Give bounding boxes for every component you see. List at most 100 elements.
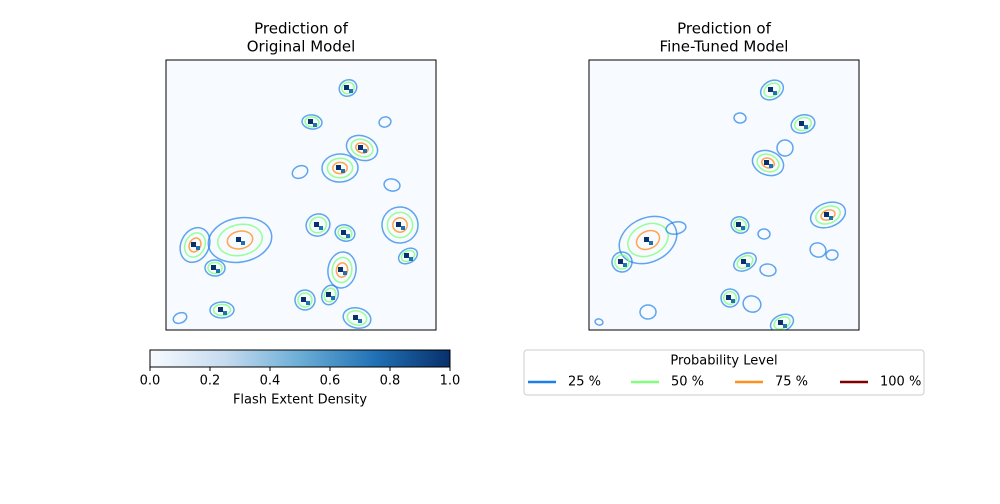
contour: [207, 261, 223, 275]
density-cell: [396, 222, 401, 227]
contour: [334, 224, 356, 242]
density-cell: [746, 263, 750, 267]
contour: [345, 134, 379, 162]
contour: [639, 304, 657, 320]
contour: [378, 116, 392, 128]
contour: [751, 149, 785, 177]
density-cell: [306, 301, 310, 305]
density-cell: [736, 222, 741, 227]
contour: [809, 242, 827, 258]
density-cell: [778, 320, 783, 325]
contour: [355, 142, 369, 154]
tick-label: 0.4: [260, 374, 281, 389]
tick-label: 0.8: [380, 374, 401, 389]
density-cell: [644, 237, 649, 242]
contour: [346, 310, 368, 326]
density-cell: [326, 292, 331, 297]
density-cell: [726, 295, 731, 300]
contour: [204, 259, 226, 277]
contour: [226, 230, 254, 250]
contour: [392, 217, 408, 233]
contour: [611, 251, 633, 273]
density-cell: [409, 257, 413, 261]
panel-frame: [165, 59, 437, 331]
panel-title: Prediction of: [254, 20, 348, 38]
contour: [337, 226, 353, 240]
density-cell: [824, 212, 829, 217]
contour: [179, 226, 211, 264]
contour: [209, 301, 235, 319]
legend-box: [523, 349, 925, 396]
contour: [335, 262, 349, 278]
density-cell: [191, 242, 196, 247]
contour: [614, 254, 630, 270]
contour: [342, 307, 372, 329]
density-cell: [764, 160, 769, 165]
density-cell: [353, 315, 358, 320]
contour: [291, 164, 309, 180]
contour: [759, 263, 777, 277]
tick-label: 0.2: [200, 374, 221, 389]
contour: [815, 205, 841, 225]
contour: [207, 216, 273, 264]
density-cell: [623, 263, 627, 267]
contour: [301, 114, 323, 130]
contour: [773, 316, 791, 330]
density-cell: [336, 165, 341, 170]
panel: [589, 60, 859, 330]
density-cell: [773, 91, 777, 95]
contour: [594, 318, 604, 326]
density-cell: [363, 149, 367, 153]
density-cell: [343, 271, 347, 275]
density-cell: [196, 246, 200, 250]
density-cell: [349, 89, 353, 93]
contour: [397, 247, 419, 265]
density-cell: [358, 319, 362, 323]
density-cell: [346, 234, 350, 238]
legend-label: 100 %: [880, 375, 921, 390]
panel-title: Fine-Tuned Model: [660, 38, 789, 56]
density-cell: [211, 265, 216, 270]
contour: [790, 113, 816, 135]
contour: [793, 116, 813, 132]
density-cell: [783, 324, 787, 328]
contour: [742, 295, 762, 313]
density-cell: [313, 123, 317, 127]
contour: [386, 211, 414, 239]
contour: [733, 252, 757, 272]
contour: [757, 228, 771, 240]
contour: [183, 232, 207, 258]
density-cell: [358, 145, 363, 150]
contour: [212, 303, 232, 317]
contour: [338, 78, 358, 98]
density-cell: [799, 121, 804, 126]
density-cell: [341, 169, 345, 173]
contour: [332, 161, 348, 175]
contour: [720, 288, 740, 308]
contour: [327, 251, 357, 289]
density-cell: [804, 125, 808, 129]
density-cell: [404, 253, 409, 258]
contour: [321, 153, 359, 183]
legend-label: 75 %: [775, 375, 808, 390]
contour: [331, 256, 353, 284]
contour: [733, 218, 747, 232]
tick-label: 1.0: [440, 374, 461, 389]
contour: [665, 221, 687, 235]
contour: [722, 290, 738, 306]
density-cell: [741, 259, 746, 264]
contour: [305, 213, 331, 237]
density-cell: [344, 85, 349, 90]
density-cell: [314, 222, 319, 227]
contour: [188, 237, 202, 253]
density-cell: [236, 237, 241, 242]
contour: [217, 223, 263, 257]
tick-label: 0.0: [140, 374, 161, 389]
legend-title: Probability Level: [670, 354, 777, 369]
panel: [166, 60, 436, 330]
panel-title: Original Model: [247, 38, 356, 56]
density-cell: [341, 230, 346, 235]
panel-bg: [166, 60, 436, 330]
density-cell: [829, 216, 833, 220]
